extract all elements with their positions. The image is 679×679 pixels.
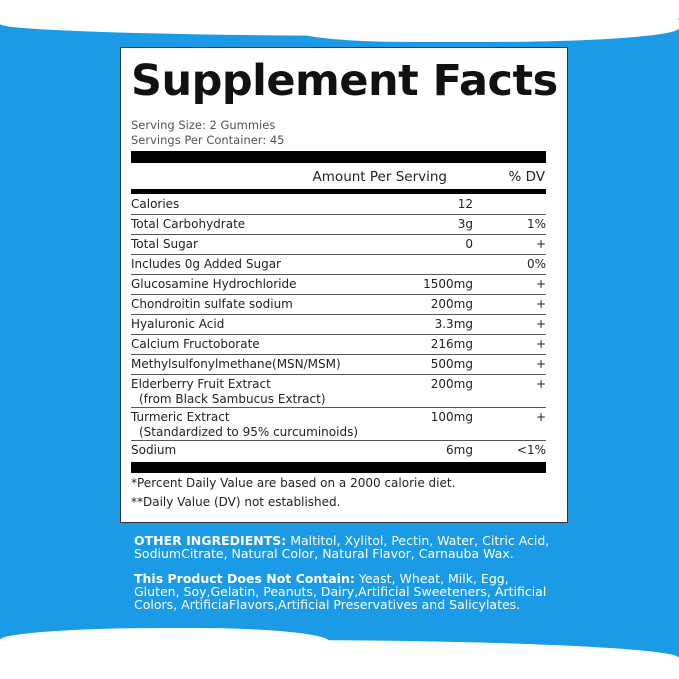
panel-title: Supplement Facts [131,56,558,106]
footnote-not-established: **Daily Value (DV) not established. [131,495,341,509]
row-name-text: Glucosamine Hydrochloride [131,277,297,291]
row-dv: + [535,237,546,251]
table-row: Chondroitin sulfate sodium 200mg + [131,295,546,315]
row-amount: 200mg [430,377,473,391]
divider-thick [131,151,546,163]
row-dv: + [535,357,546,371]
row-dv: + [535,277,546,291]
row-name: Hyaluronic Acid [131,315,224,334]
supplement-facts-panel: Supplement Facts Serving Size: 2 Gummies… [120,47,568,523]
table-row: Hyaluronic Acid 3.3mg + [131,315,546,335]
divider-bottom [131,462,546,473]
row-subtext: (from Black Sambucus Extract) [139,392,326,406]
row-subtext: (Standardized to 95% curcuminoids) [139,425,358,439]
row-name: Total Sugar [131,235,198,254]
row-name: Calcium Fructoborate [131,335,260,354]
row-name: Sodium [131,441,176,460]
does-not-contain-text: Yeast, Wheat, Milk, Egg, Gluten, Soy,Gel… [134,571,547,612]
row-amount: 200mg [430,297,473,311]
row-name-text: Calcium Fructoborate [131,337,260,351]
row-name-text: Turmeric Extract [131,410,230,424]
header-dv: % DV [508,169,545,185]
row-dv: 0% [526,257,546,271]
row-dv: <1% [516,443,546,457]
table-row: Total Carbohydrate 3g 1% [131,215,546,235]
table-row: Turmeric Extract (Standardized to 95% cur… [131,408,546,441]
row-dv: 1% [526,217,546,231]
serving-size: Serving Size: 2 Gummies [131,118,276,132]
row-amount: 100mg [430,410,473,424]
row-name: Glucosamine Hydrochloride [131,275,297,294]
row-dv: + [535,337,546,351]
servings-per-container: Servings Per Container: 45 [131,133,285,147]
table-row: Calories 12 [131,195,546,215]
table-row: Includes 0g Added Sugar 0% [131,255,546,275]
paint-band-top-2 [300,20,679,42]
divider-medium [131,189,546,194]
table-row: Glucosamine Hydrochloride 1500mg + [131,275,546,295]
row-name-text: Sodium [131,443,177,457]
does-not-contain: This Product Does Not Contain: Yeast, Wh… [134,572,554,611]
row-amount: 3g [457,217,473,231]
row-name-text: Total Carbohydrate [131,217,246,231]
other-ingredients-label: OTHER INGREDIENTS: [134,533,287,548]
row-dv: + [535,317,546,331]
facts-table: Calories 12 Total Carbohydrate 3g 1% Total Su… [131,195,546,461]
other-ingredients-text: Maltitol, Xylitol, Pectin, Water, Citric… [134,533,550,561]
row-amount: 500mg [430,357,473,371]
row-amount: 3.3mg [434,317,473,331]
row-amount: 6mg [446,443,473,457]
row-name-text: Calories [131,197,180,211]
row-name-text: Elderberry Fruit Extract [131,377,271,391]
row-name: Total Carbohydrate [131,215,245,234]
row-amount: 12 [457,197,473,211]
table-row: Methylsulfonylmethane(MSN/MSM) 500mg + [131,355,546,375]
row-name: Chondroitin sulfate sodium [131,295,293,314]
row-name-text: Methylsulfonylmethane(MSN/MSM) [131,357,341,371]
row-amount: 216mg [430,337,473,351]
header-amount: Amount Per Serving [312,169,447,185]
row-name: Elderberry Fruit Extract (from Black Samb… [131,377,326,407]
row-dv: + [535,297,546,311]
table-row: Total Sugar 0 + [131,235,546,255]
row-dv: + [535,410,546,424]
row-name: Turmeric Extract (Standardized to 95% cur… [131,410,358,440]
table-row: Calcium Fructoborate 216mg + [131,335,546,355]
row-name-text: Hyaluronic Acid [131,317,225,331]
row-amount: 1500mg [423,277,473,291]
table-row: Sodium 6mg <1% [131,441,546,461]
paint-band-bottom [0,640,679,679]
row-name: Methylsulfonylmethane(MSN/MSM) [131,355,341,374]
row-name: Calories [131,195,179,214]
row-amount: 0 [465,237,473,251]
row-name-text: Total Sugar [131,237,198,251]
row-name-text: Chondroitin sulfate sodium [131,297,293,311]
row-name: Includes 0g Added Sugar [131,255,281,274]
other-ingredients: OTHER INGREDIENTS: Maltitol, Xylitol, Pe… [134,534,554,560]
footnote-dv: *Percent Daily Value are based on a 2000… [131,476,456,490]
row-name-text: Includes 0g Added Sugar [131,257,281,271]
does-not-contain-label: This Product Does Not Contain: [134,571,355,586]
table-row: Elderberry Fruit Extract (from Black Samb… [131,375,546,408]
row-dv: + [535,377,546,391]
